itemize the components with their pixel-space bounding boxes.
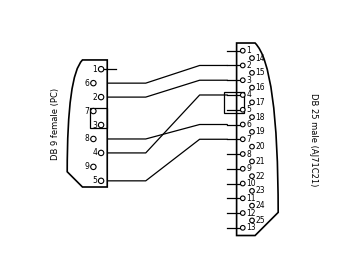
Circle shape	[250, 100, 254, 105]
Text: 4: 4	[92, 148, 97, 157]
Text: 1: 1	[92, 65, 97, 74]
Circle shape	[250, 189, 254, 193]
Text: 3: 3	[246, 76, 251, 85]
Circle shape	[250, 218, 254, 223]
Text: 8: 8	[246, 150, 251, 158]
Circle shape	[241, 122, 245, 127]
Text: 9: 9	[84, 162, 90, 171]
Circle shape	[98, 94, 104, 100]
Circle shape	[241, 137, 245, 142]
Circle shape	[241, 108, 245, 112]
Circle shape	[250, 56, 254, 60]
Text: 25: 25	[256, 216, 265, 225]
Circle shape	[98, 178, 104, 183]
Text: 19: 19	[256, 127, 265, 136]
Circle shape	[250, 115, 254, 119]
Circle shape	[250, 70, 254, 75]
Text: 3: 3	[92, 120, 97, 130]
Text: 1: 1	[246, 46, 251, 55]
Circle shape	[241, 78, 245, 82]
Circle shape	[91, 136, 96, 142]
Circle shape	[241, 48, 245, 53]
Text: 7: 7	[84, 106, 90, 115]
Circle shape	[241, 166, 245, 171]
Circle shape	[91, 81, 96, 86]
Circle shape	[241, 152, 245, 156]
Text: 2: 2	[246, 61, 251, 70]
Text: 22: 22	[256, 172, 265, 181]
Circle shape	[250, 159, 254, 164]
Text: 6: 6	[246, 120, 251, 129]
PathPatch shape	[67, 60, 107, 187]
Text: 6: 6	[84, 79, 90, 88]
Circle shape	[241, 63, 245, 68]
Text: DB 9 female (PC): DB 9 female (PC)	[51, 87, 60, 160]
Circle shape	[241, 226, 245, 230]
Text: 21: 21	[256, 157, 265, 166]
Text: 4: 4	[246, 90, 251, 100]
Text: 5: 5	[246, 105, 251, 114]
Text: DB 25 male (AJ71C21): DB 25 male (AJ71C21)	[309, 93, 318, 186]
Text: 10: 10	[246, 179, 256, 188]
Circle shape	[250, 85, 254, 90]
Text: 15: 15	[256, 68, 265, 77]
Text: 7: 7	[246, 135, 251, 144]
Bar	[224, 92, 243, 113]
Circle shape	[241, 196, 245, 200]
Circle shape	[250, 130, 254, 134]
Text: 12: 12	[246, 208, 256, 218]
Circle shape	[91, 164, 96, 170]
Text: 13: 13	[246, 223, 256, 232]
Bar	[90, 108, 107, 128]
Text: 8: 8	[85, 134, 90, 144]
Text: 23: 23	[256, 186, 265, 196]
Text: 2: 2	[92, 93, 97, 101]
Circle shape	[250, 144, 254, 149]
Circle shape	[98, 150, 104, 156]
Text: 11: 11	[246, 194, 256, 203]
Text: 9: 9	[246, 164, 251, 173]
Text: 17: 17	[256, 98, 265, 107]
Circle shape	[241, 93, 245, 97]
Circle shape	[250, 204, 254, 208]
Circle shape	[91, 108, 96, 114]
Text: 18: 18	[256, 113, 265, 122]
Text: 5: 5	[92, 176, 97, 185]
Text: 14: 14	[256, 54, 265, 63]
Circle shape	[98, 122, 104, 128]
Text: 16: 16	[256, 83, 265, 92]
Text: 24: 24	[256, 201, 265, 210]
PathPatch shape	[237, 43, 278, 235]
Text: 20: 20	[256, 142, 265, 151]
Circle shape	[250, 174, 254, 178]
Circle shape	[241, 211, 245, 215]
Circle shape	[241, 181, 245, 186]
Circle shape	[98, 67, 104, 72]
